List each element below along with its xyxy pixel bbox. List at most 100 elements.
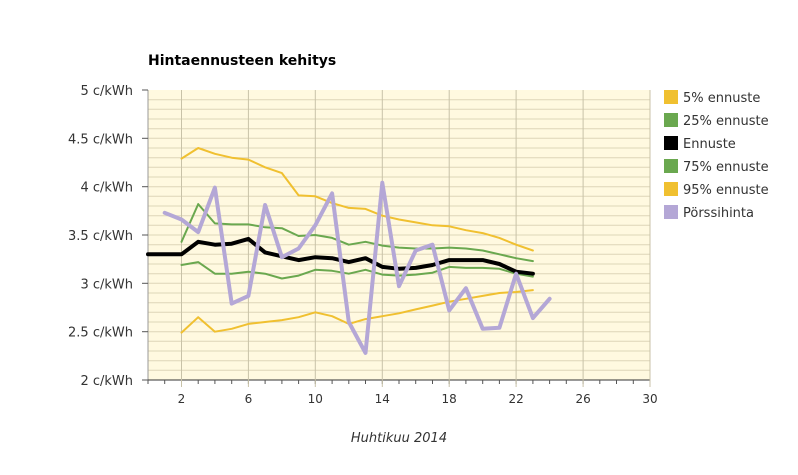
data-point (448, 259, 450, 261)
data-point (231, 273, 233, 275)
data-point (515, 257, 517, 259)
data-point (499, 268, 501, 270)
data-point (181, 219, 183, 221)
data-point (415, 250, 417, 252)
data-point (331, 193, 333, 195)
chart-title: Hintaennusteen kehitys (148, 53, 336, 69)
data-point (448, 266, 450, 268)
data-point (197, 231, 199, 233)
y-tick-label: 2 c/kWh (80, 374, 133, 389)
data-point (482, 328, 484, 330)
legend-swatch (664, 205, 678, 219)
legend-swatch (664, 113, 678, 127)
data-point (298, 195, 300, 197)
data-point (248, 159, 250, 161)
data-point (264, 204, 266, 206)
data-point (214, 153, 216, 155)
data-point (398, 247, 400, 249)
y-tick-label: 2.5 c/kWh (68, 326, 133, 341)
data-point (415, 267, 417, 269)
data-point (164, 254, 166, 256)
data-point (365, 269, 367, 271)
data-point (348, 261, 350, 263)
data-point (181, 241, 183, 243)
data-point (398, 268, 400, 270)
data-point (214, 273, 216, 275)
data-point (214, 187, 216, 189)
data-point (264, 252, 266, 254)
data-point (197, 261, 199, 263)
data-point (515, 291, 517, 293)
legend-label: 95% ennuste (683, 183, 769, 198)
data-point (382, 182, 384, 184)
data-point (214, 331, 216, 333)
data-point (281, 227, 283, 229)
y-tick-label: 4 c/kWh (80, 181, 133, 196)
data-point (482, 250, 484, 252)
data-point (181, 254, 183, 256)
data-point (465, 259, 467, 261)
data-point (248, 271, 250, 273)
data-point (348, 207, 350, 209)
x-tick-label: 2 (178, 392, 186, 406)
data-point (231, 157, 233, 159)
data-point (197, 241, 199, 243)
data-point (515, 244, 517, 246)
data-point (432, 272, 434, 274)
data-point (298, 248, 300, 250)
data-point (398, 313, 400, 315)
data-point (532, 317, 534, 319)
data-point (331, 257, 333, 259)
data-point (281, 172, 283, 174)
data-point (315, 312, 317, 314)
data-point (499, 254, 501, 256)
data-point (432, 225, 434, 227)
legend-label: Ennuste (683, 137, 736, 152)
data-point (264, 321, 266, 323)
data-point (197, 203, 199, 205)
data-point (164, 212, 166, 214)
data-point (382, 274, 384, 276)
data-point (298, 259, 300, 261)
data-point (482, 267, 484, 269)
data-point (315, 225, 317, 227)
data-point (248, 295, 250, 297)
data-point (465, 298, 467, 300)
data-point (415, 222, 417, 224)
data-point (197, 147, 199, 149)
data-point (197, 316, 199, 318)
data-point (532, 276, 534, 278)
data-point (214, 244, 216, 246)
data-point (248, 323, 250, 325)
series-line-0 (180, 289, 534, 334)
data-point (231, 303, 233, 305)
data-point (448, 310, 450, 312)
data-point (432, 244, 434, 246)
data-point (231, 328, 233, 330)
x-tick-label: 22 (508, 392, 523, 406)
data-point (448, 247, 450, 249)
data-point (298, 275, 300, 277)
data-point (298, 316, 300, 318)
data-point (465, 287, 467, 289)
legend-label: 75% ennuste (683, 160, 769, 175)
y-tick-label: 4.5 c/kWh (68, 132, 133, 147)
data-point (298, 235, 300, 237)
legend-label: 5% ennuste (683, 91, 760, 106)
data-point (348, 273, 350, 275)
series-line-3 (180, 203, 534, 263)
data-point (331, 315, 333, 317)
data-point (248, 224, 250, 226)
data-point (315, 196, 317, 198)
data-point (432, 305, 434, 307)
series-lines (146, 147, 552, 355)
data-point (499, 237, 501, 239)
data-point (264, 273, 266, 275)
y-tick-label: 3.5 c/kWh (68, 229, 133, 244)
data-point (482, 259, 484, 261)
data-point (482, 295, 484, 297)
data-point (281, 278, 283, 280)
data-point (415, 274, 417, 276)
data-point (248, 238, 250, 240)
